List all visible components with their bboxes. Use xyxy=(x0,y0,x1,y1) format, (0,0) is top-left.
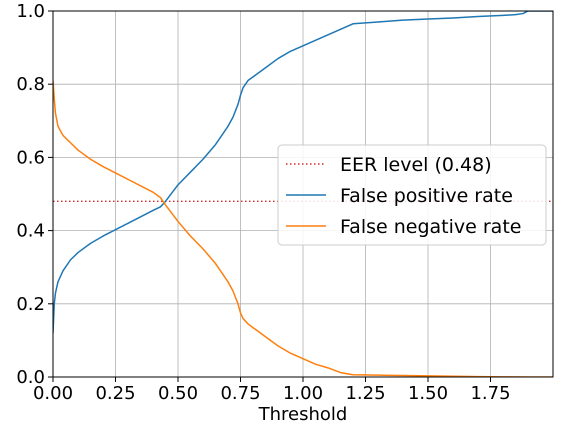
legend-label: False positive rate xyxy=(340,185,513,207)
legend-box xyxy=(277,144,547,246)
x-tick-label: 1.25 xyxy=(345,383,385,404)
x-tick-label: 0.50 xyxy=(158,383,198,404)
y-tick-label: 0.0 xyxy=(16,367,45,388)
x-tick-label: 0.25 xyxy=(95,383,135,404)
x-tick-label: 0.00 xyxy=(33,383,73,404)
series-line-2 xyxy=(53,80,553,377)
legend-label: False negative rate xyxy=(340,216,521,238)
y-tick-label: 0.6 xyxy=(16,147,45,168)
x-axis-label: Threshold xyxy=(258,404,348,425)
series-line-1 xyxy=(53,11,553,334)
y-tick-label: 0.2 xyxy=(16,294,45,315)
legend-label: EER level (0.48) xyxy=(340,154,492,176)
x-tick-label: 1.75 xyxy=(470,383,510,404)
legend: EER level (0.48) False positive rate False… xyxy=(277,144,547,246)
x-tick-label: 0.75 xyxy=(220,383,260,404)
y-tick-label: 0.8 xyxy=(16,74,45,95)
x-tick-label: 1.00 xyxy=(283,383,323,404)
y-axis-ticks: 0.0 0.2 0.4 0.6 0.8 1.0 xyxy=(16,1,53,388)
x-axis-ticks: 0.00 0.25 0.50 0.75 1.00 1.25 1.50 1.75 xyxy=(33,377,511,404)
x-tick-label: 1.50 xyxy=(408,383,448,404)
y-tick-label: 1.0 xyxy=(16,1,45,22)
y-tick-label: 0.4 xyxy=(16,221,45,242)
